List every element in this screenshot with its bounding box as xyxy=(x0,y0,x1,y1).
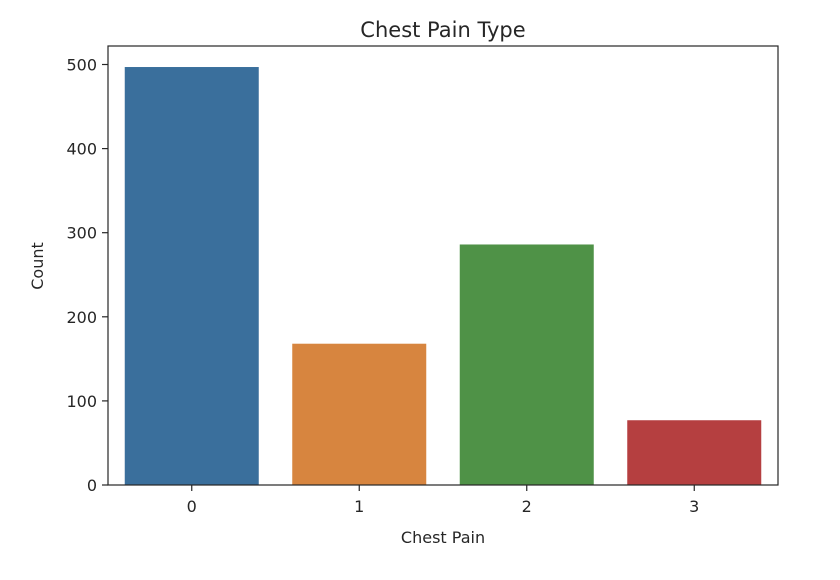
bar-1 xyxy=(292,343,427,485)
y-tick-label: 200 xyxy=(66,308,97,327)
bar-0 xyxy=(124,67,259,486)
x-tick-label: 3 xyxy=(689,497,699,516)
y-tick-label: 0 xyxy=(87,476,97,495)
plot-frame xyxy=(107,45,779,486)
x-axis-ticks: 0 1 2 3 xyxy=(187,485,699,516)
bar-2 xyxy=(459,244,594,485)
chart-title: Chest Pain Type xyxy=(360,18,525,42)
bars-group xyxy=(124,67,762,486)
y-axis-ticks: 0 100 200 300 400 500 xyxy=(66,56,108,495)
y-tick-label: 500 xyxy=(66,56,97,75)
x-tick-label: 1 xyxy=(354,497,364,516)
x-tick-label: 0 xyxy=(187,497,197,516)
x-axis-label: Chest Pain xyxy=(401,528,485,547)
bar-3 xyxy=(627,420,762,485)
y-axis-label: Count xyxy=(28,242,47,290)
y-tick-label: 300 xyxy=(66,224,97,243)
y-tick-label: 400 xyxy=(66,140,97,159)
y-tick-label: 100 xyxy=(66,392,97,411)
x-tick-label: 2 xyxy=(522,497,532,516)
